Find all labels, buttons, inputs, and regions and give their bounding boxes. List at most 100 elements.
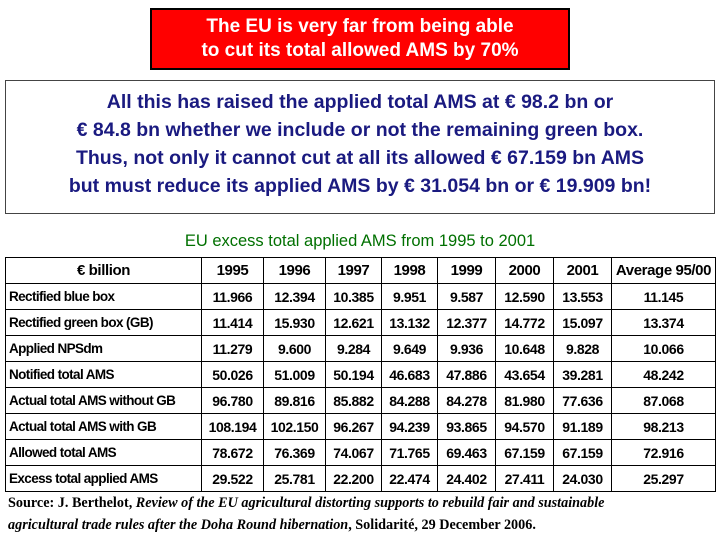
value-cell: 29.522 (201, 465, 264, 492)
value-cell: 84.278 (437, 387, 496, 414)
value-cell: 72.916 (611, 439, 716, 466)
value-cell: 87.068 (611, 387, 716, 414)
value-cell: 12.377 (437, 309, 496, 336)
table-row: Notified total AMS 50.026 51.009 50.194 46.6… (5, 361, 716, 388)
table-row: Applied NPSdm 11.279 9.600 9.284 9.649 9.936 1… (5, 335, 716, 362)
value-cell: 10.385 (325, 283, 382, 310)
value-cell: 11.414 (201, 309, 264, 336)
value-cell: 11.145 (611, 283, 716, 310)
value-cell: 24.402 (437, 465, 496, 492)
value-cell: 67.159 (495, 439, 554, 466)
value-cell: 9.587 (437, 283, 496, 310)
table-row: Actual total AMS without GB 96.780 89.816 8… (5, 387, 716, 414)
value-cell: 93.865 (437, 413, 496, 440)
value-cell: 10.066 (611, 335, 716, 362)
row-label: Rectified blue box (5, 283, 202, 310)
table-row: Excess total applied AMS 29.522 25.781 22.2… (5, 465, 716, 492)
header-cell: 2001 (553, 257, 612, 284)
header-cell: Average 95/00 (611, 257, 716, 284)
value-cell: 11.966 (201, 283, 264, 310)
row-label: Excess total applied AMS (5, 465, 202, 492)
value-cell: 89.816 (263, 387, 326, 414)
header-cell: 1999 (437, 257, 496, 284)
value-cell: 12.394 (263, 283, 326, 310)
source-citation: Source: J. Berthelot, Review of the EU a… (8, 492, 716, 536)
source-prefix: Source: J. Berthelot, (8, 495, 136, 511)
title-line-1: The EU is very far from being able (206, 16, 514, 37)
value-cell: 77.636 (553, 387, 612, 414)
value-cell: 13.553 (553, 283, 612, 310)
value-cell: 39.281 (553, 361, 612, 388)
title-box: The EU is very far from being able to cu… (150, 8, 570, 70)
value-cell: 9.951 (381, 283, 438, 310)
value-cell: 9.828 (553, 335, 612, 362)
value-cell: 69.463 (437, 439, 496, 466)
value-cell: 108.194 (201, 413, 264, 440)
value-cell: 9.936 (437, 335, 496, 362)
value-cell: 91.189 (553, 413, 612, 440)
title-line-2: to cut its total allowed AMS by 70% (201, 40, 519, 61)
value-cell: 25.781 (263, 465, 326, 492)
table-caption: EU excess total applied AMS from 1995 to… (184, 232, 536, 250)
value-cell: 22.200 (325, 465, 382, 492)
value-cell: 9.284 (325, 335, 382, 362)
body-text-box: All this has raised the applied total AM… (5, 80, 715, 214)
row-label: Actual total AMS without GB (5, 387, 202, 414)
source-suffix: , Solidarité, 29 December 2006. (348, 517, 536, 533)
row-label: Allowed total AMS (5, 439, 202, 466)
value-cell: 76.369 (263, 439, 326, 466)
value-cell: 102.150 (263, 413, 326, 440)
value-cell: 13.374 (611, 309, 716, 336)
header-cell: 2000 (495, 257, 554, 284)
value-cell: 13.132 (381, 309, 438, 336)
source-title-part-2: agricultural trade rules after the Doha … (8, 517, 349, 533)
value-cell: 12.590 (495, 283, 554, 310)
row-label: Notified total AMS (5, 361, 202, 388)
value-cell: 10.648 (495, 335, 554, 362)
value-cell: 27.411 (495, 465, 554, 492)
source-line-1: Source: J. Berthelot, Review of the EU a… (8, 492, 716, 514)
table-row: Actual total AMS with GB 108.194 102.150 96… (5, 413, 716, 440)
header-unit-cell: € billion (5, 257, 202, 284)
table-row: Rectified blue box 11.966 12.394 10.385 9.95… (5, 283, 716, 310)
value-cell: 50.194 (325, 361, 382, 388)
value-cell: 15.097 (553, 309, 612, 336)
value-cell: 71.765 (381, 439, 438, 466)
value-cell: 12.621 (325, 309, 382, 336)
value-cell: 50.026 (201, 361, 264, 388)
body-line-4: but must reduce its applied AMS by € 31.… (68, 175, 652, 197)
header-cell: 1995 (201, 257, 264, 284)
header-cell: 1998 (381, 257, 438, 284)
row-label: Applied NPSdm (5, 335, 202, 362)
value-cell: 74.067 (325, 439, 382, 466)
value-cell: 94.239 (381, 413, 438, 440)
value-cell: 25.297 (611, 465, 716, 492)
value-cell: 94.570 (495, 413, 554, 440)
table-row: Allowed total AMS 78.672 76.369 74.067 71.76… (5, 439, 716, 466)
table-row: Rectified green box (GB) 11.414 15.930 12.6… (5, 309, 716, 336)
value-cell: 47.886 (437, 361, 496, 388)
body-line-2: € 84.8 bn whether we include or not the … (76, 119, 644, 141)
value-cell: 15.930 (263, 309, 326, 336)
ams-table: € billion 1995 1996 1997 1998 1999 2000 2001 Ave… (5, 257, 716, 492)
value-cell: 11.279 (201, 335, 264, 362)
header-cell: 1996 (263, 257, 326, 284)
value-cell: 46.683 (381, 361, 438, 388)
value-cell: 96.267 (325, 413, 382, 440)
header-cell: 1997 (325, 257, 382, 284)
value-cell: 98.213 (611, 413, 716, 440)
value-cell: 85.882 (325, 387, 382, 414)
value-cell: 9.600 (263, 335, 326, 362)
row-label: Rectified green box (GB) (5, 309, 202, 336)
value-cell: 96.780 (201, 387, 264, 414)
row-label: Actual total AMS with GB (5, 413, 202, 440)
value-cell: 78.672 (201, 439, 264, 466)
table-body: € billion 1995 1996 1997 1998 1999 2000 2001 Ave… (5, 257, 716, 492)
table-header-row: € billion 1995 1996 1997 1998 1999 2000 2001 Ave… (5, 257, 716, 284)
value-cell: 67.159 (553, 439, 612, 466)
value-cell: 14.772 (495, 309, 554, 336)
value-cell: 24.030 (553, 465, 612, 492)
value-cell: 22.474 (381, 465, 438, 492)
value-cell: 84.288 (381, 387, 438, 414)
source-line-2: agricultural trade rules after the Doha … (8, 514, 716, 536)
